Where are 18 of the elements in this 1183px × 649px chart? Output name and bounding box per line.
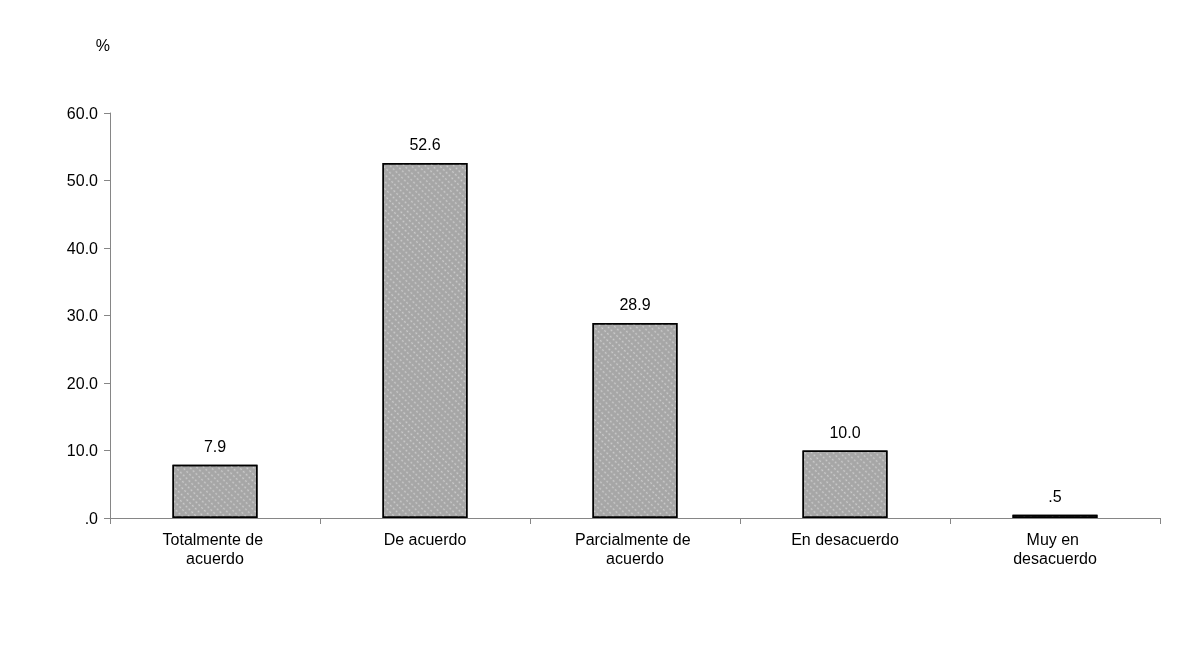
y-tick-label: 10.0 <box>66 442 99 459</box>
x-tick-label: En desacuerdo <box>791 531 899 548</box>
data-label: .5 <box>1048 488 1062 506</box>
data-label: 28.9 <box>619 296 651 314</box>
x-tick-label: Muy en desacuerdo <box>1013 531 1097 567</box>
data-label: 7.9 <box>203 438 227 456</box>
x-tick-label: De acuerdo <box>383 531 467 548</box>
x-tick-label: Parcialmente de acuerdo <box>574 531 696 567</box>
y-tick-label: .0 <box>84 509 99 527</box>
data-label: 52.6 <box>409 136 441 154</box>
y-tick-label: 50.0 <box>66 172 99 189</box>
y-tick-label: 60.0 <box>66 104 99 122</box>
y-tick-label: 30.0 <box>66 307 99 324</box>
y-tick-label: 40.0 <box>66 239 99 257</box>
data-label: 10.0 <box>829 424 861 441</box>
y-tick-label: 20.0 <box>66 374 99 392</box>
y-axis-title: % <box>95 36 110 54</box>
x-tick-label: Totalmente de acuerdo <box>162 531 268 567</box>
